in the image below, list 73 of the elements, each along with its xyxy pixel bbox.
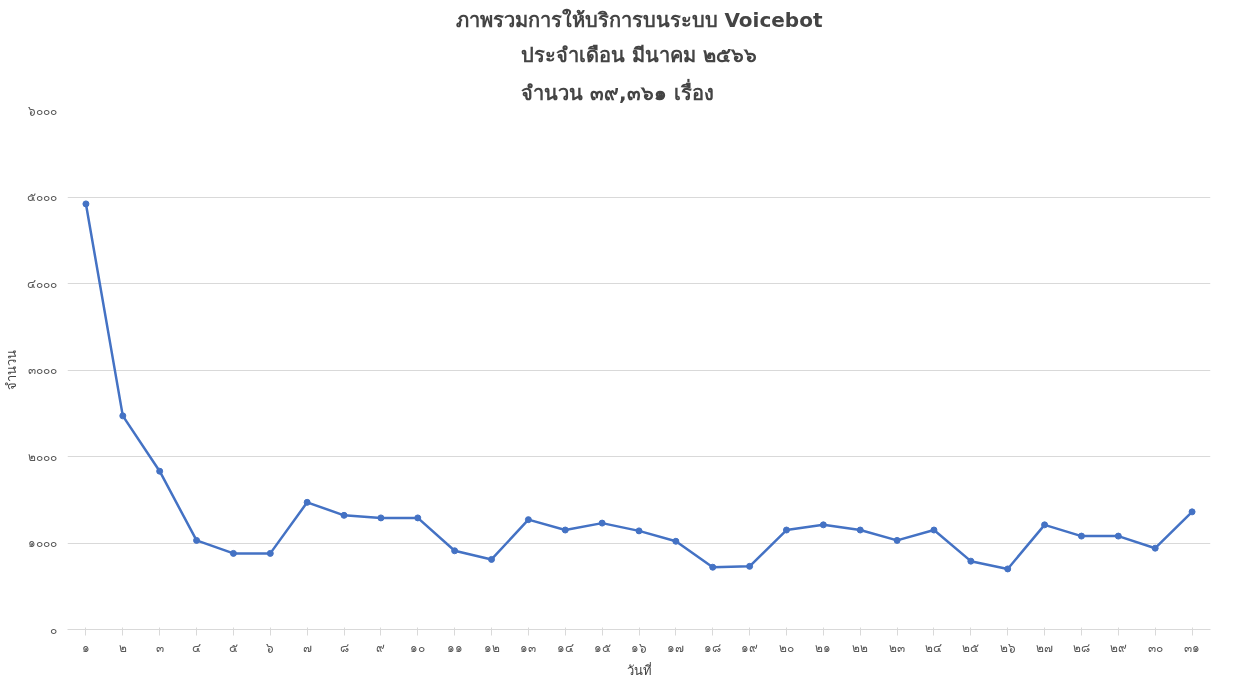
x-tick-label: ๒ (118, 640, 127, 655)
point (193, 536, 201, 544)
point (1041, 521, 1049, 529)
point (819, 521, 827, 529)
x-tick-label: ๒๔ (925, 640, 943, 655)
x-tick-label: ๓๐ (1147, 640, 1163, 655)
x-axis-title: วันที่ (626, 661, 652, 678)
point (266, 549, 274, 557)
x-tick-label: ๒๐ (778, 640, 794, 655)
point (303, 498, 311, 506)
x-tick-label: ๗ (302, 640, 312, 655)
x-tick-label: ๒๕ (962, 640, 980, 655)
x-tick-label: ๒๑ (815, 640, 832, 655)
point (967, 557, 975, 565)
x-tick-label: ๓๑ (1184, 640, 1201, 655)
point (561, 526, 569, 534)
y-tick-label: ๐ (49, 622, 57, 637)
point (119, 412, 127, 420)
chart-subtitle: ประจำเดือน มีนาคม ๒๕๖๖ จำนวน ๓๙,๓๖๑ เรื่อง (521, 43, 757, 106)
x-tick-label: ๑๓ (520, 640, 537, 655)
y-tick-label: ๑๐๐๐ (27, 536, 57, 550)
y-tick-label: ๕๐๐๐ (26, 190, 57, 204)
x-tick-label: ๖ (266, 640, 275, 655)
y-axis-title: จำนวน (3, 350, 19, 390)
point (156, 467, 164, 475)
point (598, 519, 606, 527)
point (1151, 544, 1159, 552)
point (229, 549, 237, 557)
point (856, 526, 864, 534)
point (414, 514, 422, 522)
x-tick-label: ๒๖ (999, 640, 1016, 655)
x-tick-label: ๑๙ (741, 640, 759, 655)
point (377, 514, 385, 522)
x-tick-label: ๒๘ (1072, 640, 1090, 655)
x-tick-label: ๑๔ (556, 640, 574, 655)
point (1004, 565, 1012, 573)
x-tick-label: ๓ (155, 640, 164, 655)
point (524, 516, 532, 524)
point (1114, 532, 1122, 540)
x-tick-label: ๒๓ (889, 640, 906, 655)
point (782, 526, 790, 534)
y-tick-label: ๖๐๐๐ (27, 103, 57, 118)
point (1188, 508, 1196, 516)
x-tick-label: ๑๐ (410, 640, 426, 655)
x-tick-label: ๙ (376, 640, 386, 655)
point (709, 563, 717, 571)
x-tick-label: ๘ (339, 640, 349, 655)
y-tick-label: ๔๐๐๐ (26, 276, 57, 291)
x-tick-label: ๑๕ (593, 640, 611, 655)
point (893, 536, 901, 544)
point (82, 200, 90, 208)
point (488, 555, 496, 563)
point (672, 537, 680, 545)
point (1077, 532, 1085, 540)
x-tick-label: ๑๗ (667, 640, 685, 655)
y-tick-label: ๓๐๐๐ (27, 363, 57, 377)
point (635, 527, 643, 535)
x-tick-label: ๕ (228, 640, 238, 655)
y-tick-label: ๒๐๐๐ (27, 449, 57, 464)
x-tick-label: ๑๖ (631, 640, 647, 655)
x-tick-label: ๒๒ (852, 640, 869, 655)
point (746, 562, 754, 570)
x-tick-label: ๑๑ (446, 640, 463, 655)
point (930, 526, 938, 534)
x-tick-label: ๑๘ (704, 640, 722, 655)
x-tick-label: ๑ (81, 640, 90, 655)
chart-title: ภาพรวมการให้บริการบนระบบ Voicebot (455, 7, 823, 32)
x-tick-label: ๑๒ (483, 640, 500, 655)
point (340, 511, 348, 519)
x-tick-label: ๔ (192, 640, 202, 655)
point (451, 547, 459, 555)
x-tick-label: ๒๙ (1109, 640, 1127, 655)
x-tick-label: ๒๗ (1036, 640, 1054, 655)
